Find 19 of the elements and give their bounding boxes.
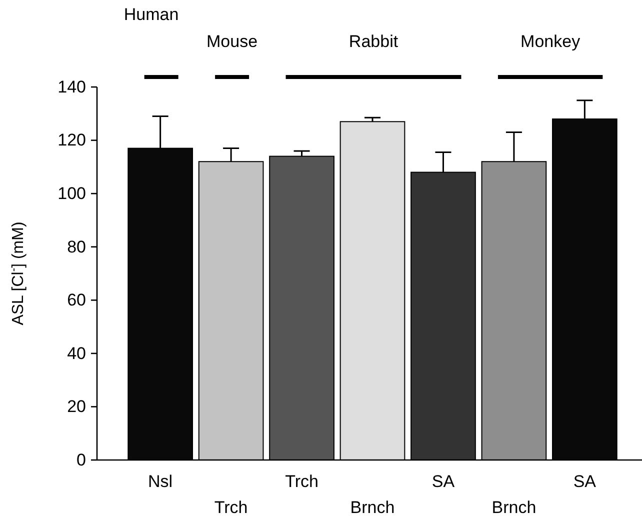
x-tick-label: Brnch: [350, 498, 395, 517]
text: Human: [124, 5, 179, 24]
y-tick-label: 60: [67, 290, 86, 310]
text: Rabbit: [348, 32, 398, 51]
x-tick-label: Nsl: [148, 472, 173, 491]
x-tick-label: Brnch: [492, 498, 536, 517]
y-tick-label: 120: [58, 130, 86, 150]
text: Monkey: [520, 32, 581, 51]
y-tick-label: 100: [58, 184, 86, 204]
x-tick-label: SA: [573, 472, 597, 491]
x-tick-label: Trch: [214, 498, 248, 517]
y-tick-label: 20: [67, 397, 86, 416]
text: Mouse: [206, 32, 258, 51]
y-tick-label: 80: [67, 237, 86, 256]
y-tick-label: 40: [67, 344, 86, 363]
y-tick-label: 140: [58, 77, 86, 96]
x-tick-label: SA: [432, 472, 456, 491]
x-tick-label: Trch: [285, 472, 318, 491]
y-tick-label: 0: [76, 450, 86, 470]
